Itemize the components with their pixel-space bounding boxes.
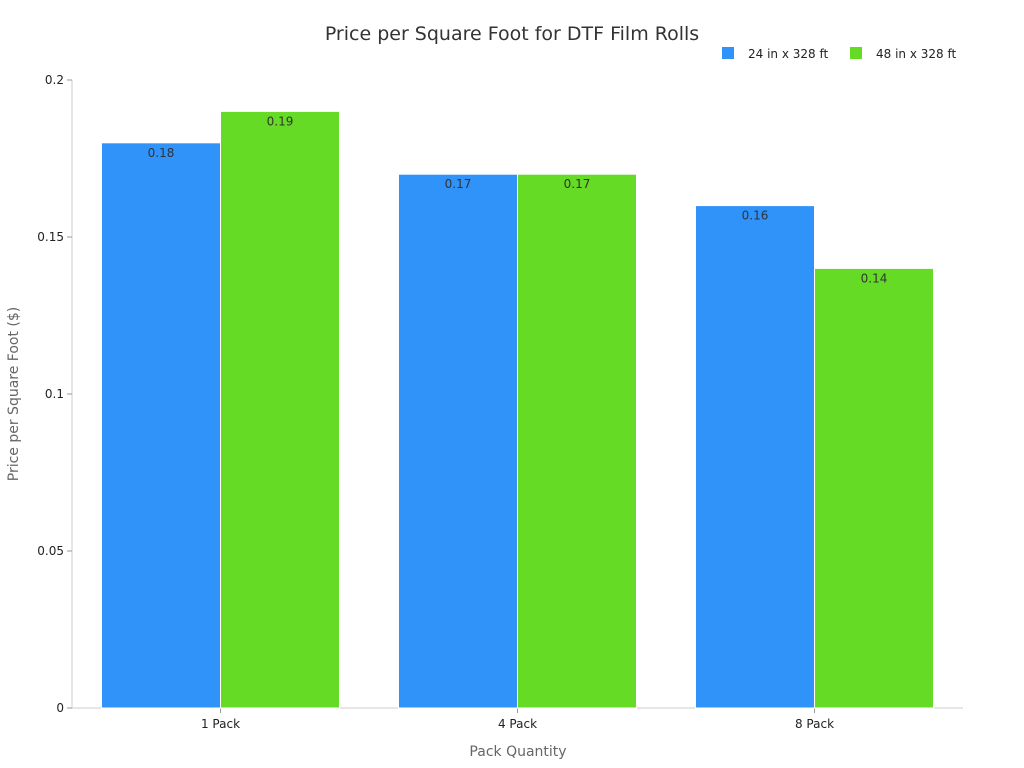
x-tick-label: 4 Pack <box>498 717 537 731</box>
legend-swatch-24in <box>722 47 734 59</box>
legend: 24 in x 328 ft 48 in x 328 ft <box>722 47 956 61</box>
y-tick-label: 0.2 <box>45 73 64 87</box>
y-tick-label: 0.1 <box>45 387 64 401</box>
legend-swatch-48in <box>850 47 862 59</box>
data-label: 0.18 <box>148 146 175 160</box>
data-label: 0.14 <box>861 271 888 285</box>
y-axis-label: Price per Square Foot ($) <box>6 307 22 482</box>
chart-title: Price per Square Foot for DTF Film Rolls <box>325 23 699 45</box>
x-axis-label: Pack Quantity <box>469 744 566 760</box>
data-label: 0.17 <box>445 177 472 191</box>
legend-label-48in: 48 in x 328 ft <box>876 47 956 61</box>
bar-24-in-x-328-ft-8-Pack <box>695 205 815 709</box>
bar-48-in-x-328-ft-1-Pack <box>220 110 340 709</box>
x-tick-label: 1 Pack <box>201 717 240 731</box>
data-label: 0.19 <box>267 114 294 128</box>
bar-48-in-x-328-ft-4-Pack <box>517 173 637 709</box>
legend-label-24in: 24 in x 328 ft <box>748 47 828 61</box>
data-label: 0.17 <box>564 177 591 191</box>
bar-24-in-x-328-ft-1-Pack <box>101 142 221 709</box>
data-label: 0.16 <box>742 209 769 223</box>
y-tick-label: 0.05 <box>37 544 64 558</box>
bar-48-in-x-328-ft-8-Pack <box>814 267 934 709</box>
x-tick-label: 8 Pack <box>795 717 834 731</box>
y-tick-label: 0.15 <box>37 230 64 244</box>
y-tick-label: 0 <box>56 701 64 715</box>
bar-24-in-x-328-ft-4-Pack <box>398 173 518 709</box>
